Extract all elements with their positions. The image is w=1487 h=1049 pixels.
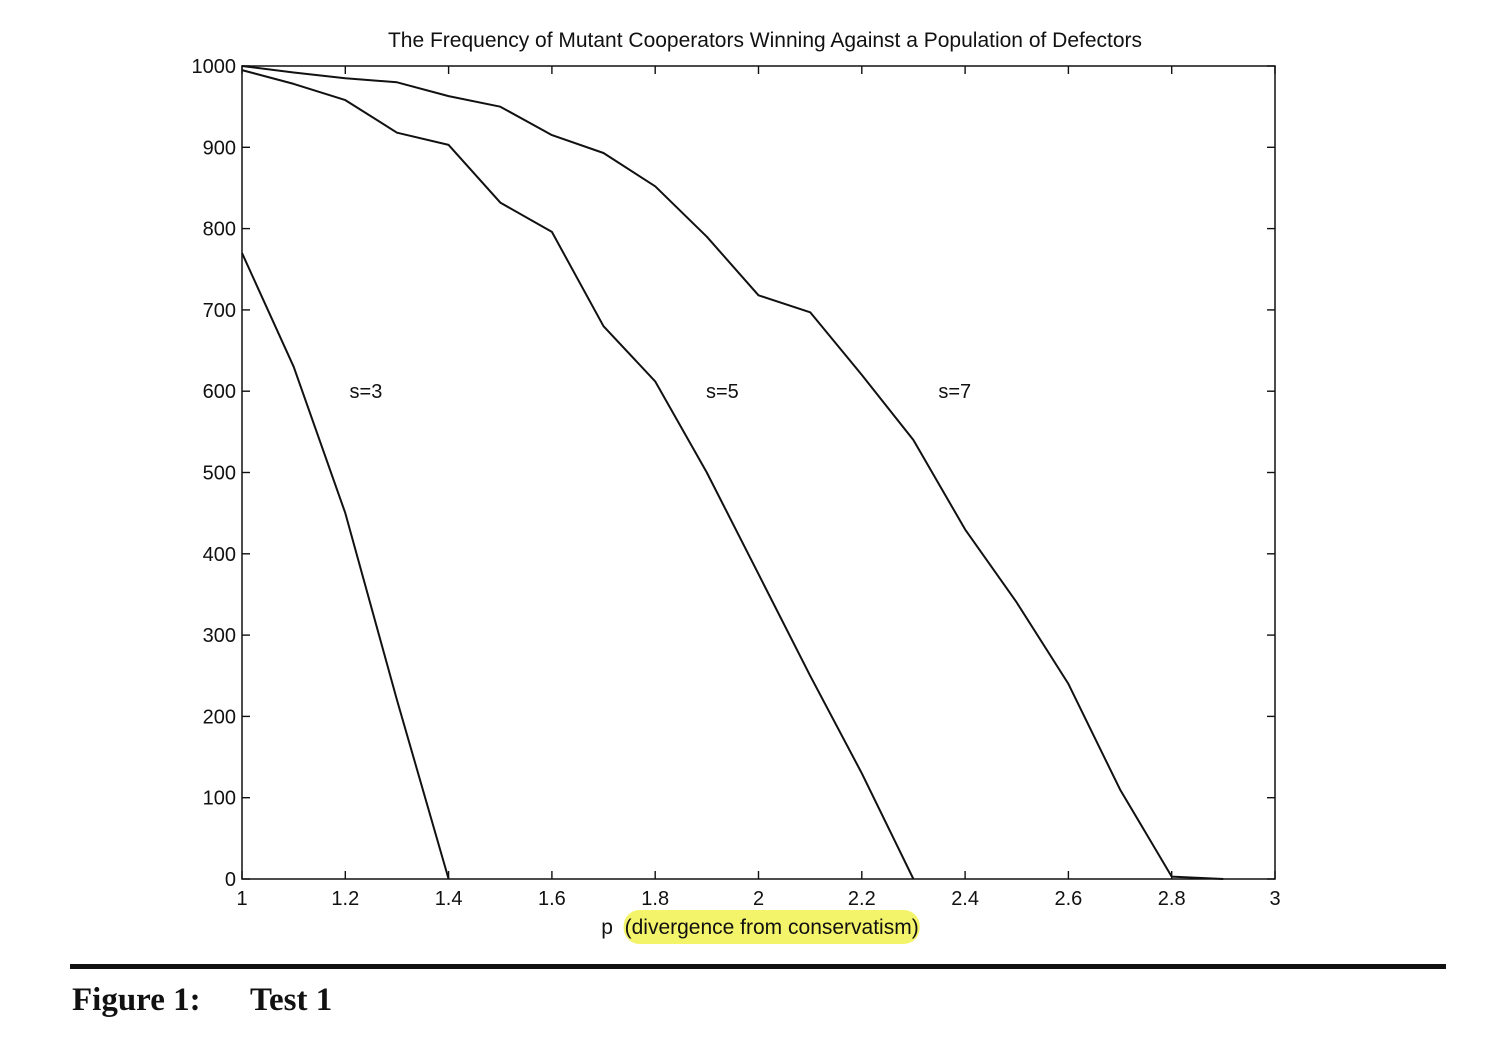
y-tick-label: 800 <box>203 219 236 241</box>
series-label: s=7 <box>938 381 971 403</box>
caption-rule <box>70 964 1446 969</box>
y-tick-label: 300 <box>203 625 236 647</box>
caption-label: Figure 1: <box>72 982 201 1018</box>
series-label: s=3 <box>350 381 383 403</box>
plot-frame <box>241 65 1276 880</box>
highlight-mark <box>623 910 920 944</box>
figure-caption: Figure 1: Test 1 <box>72 982 332 1019</box>
series-line-s=5 <box>241 69 915 880</box>
x-tick-label: 2.4 <box>951 888 979 910</box>
x-tick-label: 1.6 <box>538 888 566 910</box>
y-tick-label: 200 <box>203 706 236 728</box>
x-tick-label: 2.2 <box>848 888 876 910</box>
y-tick-label: 900 <box>203 137 236 159</box>
x-tick-label: 2.6 <box>1054 888 1082 910</box>
y-tick-label: 500 <box>203 463 236 485</box>
y-tick-label: 100 <box>203 788 236 810</box>
series-labels: s=3 s=5 s=7 <box>350 381 972 403</box>
y-tick-label: 400 <box>203 544 236 566</box>
x-tick-label: 1 <box>236 888 247 910</box>
y-tick-label: 600 <box>203 381 236 403</box>
series-label: s=5 <box>706 381 739 403</box>
series-line-s=7 <box>241 65 1224 880</box>
y-tick-label: 700 <box>203 300 236 322</box>
x-tick-label: 1.4 <box>435 888 463 910</box>
caption-text: Test 1 <box>250 982 333 1018</box>
x-axis-label: p (divergence from conservatism) <box>601 916 918 939</box>
xlabel-highlight <box>623 910 920 944</box>
series-lines <box>241 65 1224 880</box>
y-tick-label: 0 <box>225 869 236 891</box>
line-chart: The Frequency of Mutant Cooperators Winn… <box>192 29 1281 944</box>
y-tick-label: 1000 <box>192 56 237 78</box>
series-line-s=3 <box>241 252 450 880</box>
axis-ticks: 1 1.2 1.4 1.6 1.8 2 2.2 2.4 2.6 2.8 3 0 100 200 300 400… <box>192 56 1281 910</box>
x-tick-label: 2 <box>753 888 764 910</box>
chart-title: The Frequency of Mutant Cooperators Winn… <box>388 29 1142 52</box>
x-tick-label: 3 <box>1269 888 1280 910</box>
x-tick-label: 1.2 <box>331 888 359 910</box>
x-tick-label: 2.8 <box>1158 888 1186 910</box>
x-tick-label: 1.8 <box>641 888 669 910</box>
